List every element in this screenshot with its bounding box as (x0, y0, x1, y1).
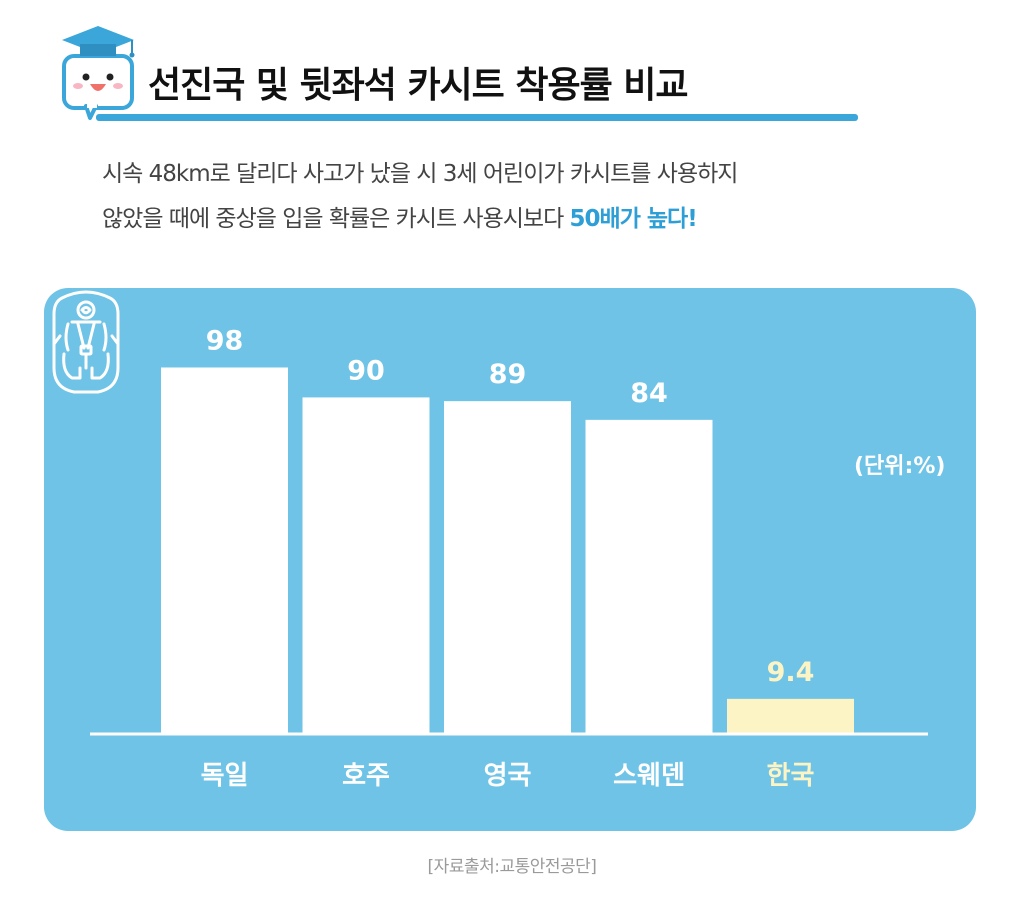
source-note: [자료출처:교통안전공단] (427, 857, 597, 877)
description-line-2: 않았을 때에 중상을 입을 확률은 카시트 사용시보다 50배가 높다! (102, 197, 737, 242)
chart-panel: 98 독일 90 호주 89 영국 84 스웨덴 9.4 한국 (단위:%) (44, 288, 976, 831)
description-line-1: 시속 48km로 달리다 사고가 났을 시 3세 어린이가 카시트를 사용하지 (102, 161, 738, 187)
description-highlight: 50배가 높다! (569, 206, 698, 232)
title-underline (96, 114, 858, 121)
category-label-2: 영국 (484, 761, 532, 791)
value-label-4: 9.4 (767, 657, 815, 688)
value-label-0: 98 (206, 325, 244, 356)
value-label-1: 90 (347, 355, 385, 386)
bar-3 (585, 419, 713, 734)
description-line-2-text: 않았을 때에 중상을 입을 확률은 카시트 사용시보다 (102, 206, 570, 232)
page-title: 선진국 및 뒷좌석 카시트 착용률 비교 (148, 65, 688, 106)
value-label-3: 84 (630, 378, 668, 409)
mascot-icon (62, 26, 135, 120)
description: 시속 48km로 달리다 사고가 났을 시 3세 어린이가 카시트를 사용하지 … (102, 152, 738, 242)
header: 선진국 및 뒷좌석 카시트 착용률 비교 (56, 22, 860, 122)
bar-chart: 98 독일 90 호주 89 영국 84 스웨덴 9.4 한국 (90, 325, 928, 791)
unit-label: (단위:%) (854, 454, 946, 479)
value-label-2: 89 (489, 359, 527, 390)
bar-2 (444, 401, 571, 734)
child-car-seat-icon (52, 290, 120, 394)
category-label-3: 스웨덴 (613, 761, 685, 791)
bar-1 (302, 397, 430, 734)
category-label-1: 호주 (342, 761, 390, 791)
bar-4 (727, 698, 854, 734)
category-label-0: 독일 (201, 761, 249, 791)
category-label-4: 한국 (767, 761, 815, 791)
bar-0 (161, 367, 288, 734)
